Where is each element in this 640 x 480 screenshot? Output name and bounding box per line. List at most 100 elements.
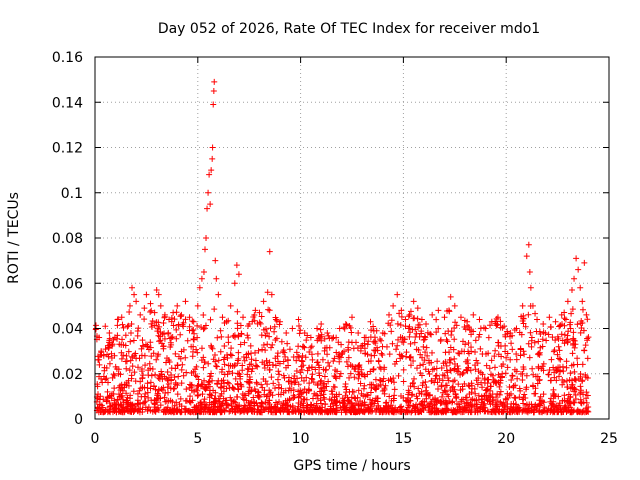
data-point xyxy=(312,366,319,373)
data-point xyxy=(349,406,356,413)
data-point xyxy=(111,385,118,392)
data-point xyxy=(155,332,162,339)
data-point xyxy=(400,394,407,401)
data-point xyxy=(210,101,217,108)
data-point xyxy=(189,318,196,325)
data-point xyxy=(217,348,224,355)
data-point xyxy=(338,341,345,348)
data-point xyxy=(583,389,590,396)
data-point xyxy=(312,407,319,414)
data-point xyxy=(147,379,154,386)
data-point xyxy=(560,408,567,415)
data-point xyxy=(346,374,353,381)
data-point xyxy=(229,370,236,377)
data-point xyxy=(386,393,393,400)
data-point xyxy=(135,364,142,371)
data-point xyxy=(405,313,412,320)
data-point xyxy=(251,312,258,319)
data-point xyxy=(583,395,590,402)
data-point xyxy=(361,371,368,378)
data-point xyxy=(568,287,575,294)
data-point xyxy=(224,355,231,362)
data-point xyxy=(143,291,150,298)
data-point xyxy=(304,402,311,409)
data-point xyxy=(227,302,234,309)
data-point xyxy=(219,314,226,321)
data-point xyxy=(331,373,338,380)
data-point xyxy=(439,389,446,396)
data-point xyxy=(370,366,377,373)
data-point xyxy=(218,368,225,375)
data-point xyxy=(462,404,469,411)
data-point xyxy=(207,316,214,323)
data-point xyxy=(477,404,484,411)
data-point xyxy=(254,402,261,409)
data-point xyxy=(343,321,350,328)
data-point xyxy=(266,248,273,255)
data-point xyxy=(264,330,271,337)
data-point xyxy=(556,347,563,354)
data-point xyxy=(187,393,194,400)
data-point xyxy=(345,354,352,361)
data-point xyxy=(244,365,251,372)
data-point xyxy=(200,364,207,371)
data-point xyxy=(445,377,452,384)
data-point xyxy=(116,408,123,415)
data-point xyxy=(110,371,117,378)
data-point xyxy=(432,373,439,380)
data-point xyxy=(127,338,134,345)
data-point xyxy=(584,375,591,382)
data-point xyxy=(467,409,474,416)
data-point xyxy=(478,399,485,406)
data-point xyxy=(301,377,308,384)
data-point xyxy=(451,302,458,309)
data-point xyxy=(157,302,164,309)
data-point xyxy=(459,386,466,393)
data-point xyxy=(540,360,547,367)
data-point xyxy=(413,401,420,408)
data-point xyxy=(337,354,344,361)
data-point xyxy=(186,314,193,321)
data-point xyxy=(577,383,584,390)
data-point xyxy=(258,399,265,406)
data-point xyxy=(393,346,400,353)
data-point xyxy=(170,322,177,329)
data-point xyxy=(153,287,160,294)
data-point xyxy=(273,317,280,324)
data-point xyxy=(167,371,174,378)
data-point xyxy=(333,334,340,341)
data-point xyxy=(548,356,555,363)
data-point xyxy=(240,407,247,414)
data-point xyxy=(545,371,552,378)
data-point xyxy=(289,325,296,332)
data-point xyxy=(531,339,538,346)
data-point xyxy=(175,353,182,360)
data-point xyxy=(356,364,363,371)
data-point xyxy=(377,381,384,388)
data-point xyxy=(502,342,509,349)
data-point xyxy=(253,400,260,406)
data-point xyxy=(245,388,252,395)
data-point xyxy=(582,372,589,379)
data-point xyxy=(185,408,192,415)
data-point xyxy=(474,381,481,388)
data-point xyxy=(208,370,215,377)
data-point xyxy=(266,359,273,366)
data-point xyxy=(284,401,291,408)
data-point xyxy=(300,362,307,369)
data-point xyxy=(104,406,111,413)
data-point xyxy=(581,347,588,354)
x-tick-label: 15 xyxy=(394,431,412,447)
data-point xyxy=(103,375,110,382)
data-point xyxy=(123,390,130,397)
data-point xyxy=(451,355,458,362)
data-point xyxy=(470,311,477,318)
data-point xyxy=(475,368,482,375)
data-point xyxy=(164,389,171,396)
data-point xyxy=(458,396,465,403)
data-point xyxy=(284,409,291,416)
data-point xyxy=(293,357,300,364)
data-point xyxy=(147,300,154,307)
data-point xyxy=(125,400,132,407)
data-point xyxy=(476,331,483,338)
